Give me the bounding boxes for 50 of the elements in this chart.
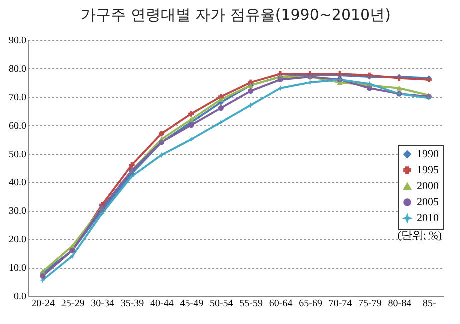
y-tick-label: 10.0 [9,263,26,274]
legend-label: 2010 [417,212,440,224]
annotation: (단위: %) [398,230,442,242]
point [248,102,254,108]
legend-label: 2000 [417,180,440,192]
point [70,253,76,259]
x-tick-label: 75-79 [358,298,382,310]
point [100,210,106,216]
legend-label: 2005 [417,196,440,208]
y-tick-label: 20.0 [9,234,26,246]
point [188,117,194,122]
point [278,77,284,83]
point [158,152,164,158]
y-tick-label: 50.0 [9,149,26,160]
x-tick-label: 45-49 [180,298,204,310]
x-tick-label: 65-69 [299,298,322,310]
x-tick-label: 80-84 [388,298,412,310]
point [40,278,46,284]
x-tick-label: 55-59 [240,298,264,310]
x-tick-label: 85- [422,298,436,310]
point [129,174,135,180]
legend-label: 1995 [417,164,440,176]
y-tick-label: 90.0 [9,36,26,46]
y-tick-label: 70.0 [9,92,26,104]
x-tick-label: 30-34 [91,298,114,310]
y-tick-label: 60.0 [9,120,26,132]
point [188,111,194,117]
y-tick-label: 0.0 [14,292,26,302]
point [218,120,224,126]
x-tick-label: 35-39 [120,298,144,310]
point [188,136,194,142]
x-tick-label: 40-44 [150,298,174,310]
point [218,106,224,111]
point [248,88,254,94]
point [158,131,164,137]
point [129,162,135,168]
x-tick-label: 60-64 [269,298,293,310]
point [366,86,372,92]
chart-title: 가구주 연령대별 자가 점유율(1990~2010년) [81,6,391,24]
x-tick-label: 70-74 [328,298,352,310]
y-tick-label: 30.0 [9,206,26,218]
point [218,97,224,102]
x-tick-label: 50-54 [210,298,234,310]
legend-label: 1990 [417,148,440,160]
point [188,122,194,128]
y-tick-label: 80.0 [9,64,26,75]
point [396,86,402,91]
y-tick-label: 40.0 [9,178,26,189]
x-tick-label: 25-29 [61,298,85,310]
x-tick-label: 20-24 [32,298,56,310]
